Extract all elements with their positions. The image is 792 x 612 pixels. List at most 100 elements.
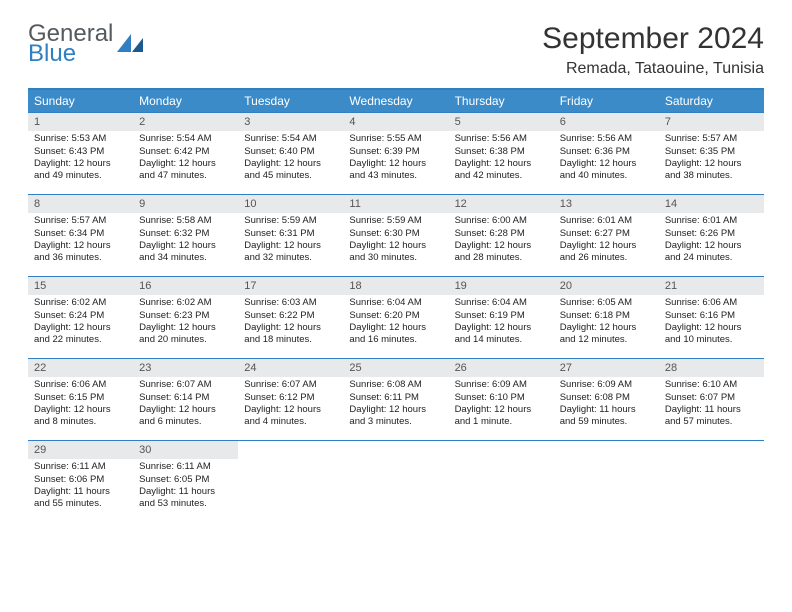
day-line: and 26 minutes. [560, 252, 653, 264]
day-line: Sunrise: 5:56 AM [560, 133, 653, 145]
day-number: 22 [28, 359, 133, 377]
day-line: Sunset: 6:34 PM [34, 228, 127, 240]
day-line: Sunset: 6:20 PM [349, 310, 442, 322]
day-cell: 28Sunrise: 6:10 AMSunset: 6:07 PMDayligh… [659, 358, 764, 440]
day-info: Sunrise: 6:08 AMSunset: 6:11 PMDaylight:… [343, 377, 448, 434]
day-line: Sunset: 6:43 PM [34, 146, 127, 158]
day-line: Daylight: 12 hours [139, 322, 232, 334]
day-cell: 12Sunrise: 6:00 AMSunset: 6:28 PMDayligh… [449, 194, 554, 276]
day-line: Sunrise: 6:02 AM [34, 297, 127, 309]
day-line: Sunrise: 5:58 AM [139, 215, 232, 227]
day-line: Sunset: 6:18 PM [560, 310, 653, 322]
day-line: and 22 minutes. [34, 334, 127, 346]
day-line: Sunset: 6:35 PM [665, 146, 758, 158]
day-number: 6 [554, 113, 659, 131]
day-line: Daylight: 12 hours [349, 158, 442, 170]
day-line: Sunrise: 6:01 AM [560, 215, 653, 227]
dow-header: Sunday [28, 90, 133, 112]
day-info: Sunrise: 5:57 AMSunset: 6:35 PMDaylight:… [659, 131, 764, 188]
day-line: Daylight: 12 hours [34, 404, 127, 416]
day-line: Sunrise: 6:02 AM [139, 297, 232, 309]
day-line: Daylight: 12 hours [349, 240, 442, 252]
day-cell: 13 Sunrise: 6:01 AMSunset: 6:27 PMDayligh… [554, 194, 659, 276]
logo-text-block: General Blue [28, 22, 113, 66]
day-line: Sunrise: 6:05 AM [560, 297, 653, 309]
day-info: Sunrise: 6:11 AMSunset: 6:06 PMDaylight:… [28, 459, 133, 516]
day-line: and 40 minutes. [560, 170, 653, 182]
day-line: Daylight: 11 hours [139, 486, 232, 498]
day-info: Sunrise: 6:07 AMSunset: 6:14 PMDaylight:… [133, 377, 238, 434]
day-line: Sunset: 6:19 PM [455, 310, 548, 322]
day-info: Sunrise: 5:59 AMSunset: 6:30 PMDaylight:… [343, 213, 448, 270]
day-cell: 10Sunrise: 5:59 AMSunset: 6:31 PMDayligh… [238, 194, 343, 276]
day-cell: 16Sunrise: 6:02 AMSunset: 6:23 PMDayligh… [133, 276, 238, 358]
day-cell: 29Sunrise: 6:11 AMSunset: 6:06 PMDayligh… [28, 440, 133, 522]
day-info: Sunrise: 5:54 AMSunset: 6:42 PMDaylight:… [133, 131, 238, 188]
day-cell: 20Sunrise: 6:05 AMSunset: 6:18 PMDayligh… [554, 276, 659, 358]
day-line: Daylight: 12 hours [455, 322, 548, 334]
day-line: Sunset: 6:05 PM [139, 474, 232, 486]
day-line: Daylight: 12 hours [665, 158, 758, 170]
day-info: Sunrise: 6:06 AMSunset: 6:16 PMDaylight:… [659, 295, 764, 352]
day-number: 30 [133, 441, 238, 459]
day-cell: 3Sunrise: 5:54 AMSunset: 6:40 PMDaylight… [238, 112, 343, 194]
day-line: Sunset: 6:16 PM [665, 310, 758, 322]
day-line: Daylight: 12 hours [34, 322, 127, 334]
day-number: 7 [659, 113, 764, 131]
day-line: Sunrise: 5:57 AM [34, 215, 127, 227]
day-line: Sunrise: 5:53 AM [34, 133, 127, 145]
day-line: Daylight: 12 hours [665, 322, 758, 334]
day-info: Sunrise: 6:06 AMSunset: 6:15 PMDaylight:… [28, 377, 133, 434]
day-line: Daylight: 12 hours [139, 158, 232, 170]
day-line: Daylight: 12 hours [560, 240, 653, 252]
day-line: Daylight: 12 hours [34, 158, 127, 170]
day-number: 19 [449, 277, 554, 295]
day-line: Daylight: 12 hours [455, 240, 548, 252]
day-number: 4 [343, 113, 448, 131]
day-line: and 43 minutes. [349, 170, 442, 182]
day-line: and 45 minutes. [244, 170, 337, 182]
dow-header: Thursday [449, 90, 554, 112]
day-number: 13 [554, 195, 659, 213]
day-number: 23 [133, 359, 238, 377]
day-line: and 55 minutes. [34, 498, 127, 510]
day-line: and 32 minutes. [244, 252, 337, 264]
day-line: Sunrise: 6:10 AM [665, 379, 758, 391]
dow-header: Tuesday [238, 90, 343, 112]
day-line: Sunset: 6:27 PM [560, 228, 653, 240]
day-line: Sunrise: 6:09 AM [560, 379, 653, 391]
day-line: Sunrise: 6:04 AM [455, 297, 548, 309]
day-line: and 6 minutes. [139, 416, 232, 428]
day-line: and 30 minutes. [349, 252, 442, 264]
day-info: Sunrise: 6:05 AMSunset: 6:18 PMDaylight:… [554, 295, 659, 352]
day-cell: 18Sunrise: 6:04 AMSunset: 6:20 PMDayligh… [343, 276, 448, 358]
day-info: Sunrise: 5:55 AMSunset: 6:39 PMDaylight:… [343, 131, 448, 188]
day-line: Sunrise: 6:11 AM [139, 461, 232, 473]
day-line: Sunrise: 6:01 AM [665, 215, 758, 227]
day-number: 16 [133, 277, 238, 295]
day-line: Daylight: 12 hours [34, 240, 127, 252]
day-info: Sunrise: 5:54 AMSunset: 6:40 PMDaylight:… [238, 131, 343, 188]
day-line: Sunset: 6:42 PM [139, 146, 232, 158]
day-info: Sunrise: 6:02 AMSunset: 6:23 PMDaylight:… [133, 295, 238, 352]
day-number: 26 [449, 359, 554, 377]
day-line: Sunrise: 6:07 AM [244, 379, 337, 391]
day-line: Sunset: 6:14 PM [139, 392, 232, 404]
day-line: Sunrise: 6:06 AM [34, 379, 127, 391]
day-line: and 57 minutes. [665, 416, 758, 428]
day-cell: 21Sunrise: 6:06 AMSunset: 6:16 PMDayligh… [659, 276, 764, 358]
day-cell: 23Sunrise: 6:07 AMSunset: 6:14 PMDayligh… [133, 358, 238, 440]
day-line: and 36 minutes. [34, 252, 127, 264]
day-cell: 2Sunrise: 5:54 AMSunset: 6:42 PMDaylight… [133, 112, 238, 194]
day-number: 2 [133, 113, 238, 131]
day-cell: 30 Sunrise: 6:11 AMSunset: 6:05 PMDayligh… [133, 440, 238, 522]
day-line: Sunrise: 5:59 AM [349, 215, 442, 227]
day-info: Sunrise: 6:10 AMSunset: 6:07 PMDaylight:… [659, 377, 764, 434]
dow-header: Monday [133, 90, 238, 112]
day-line: and 28 minutes. [455, 252, 548, 264]
day-info: Sunrise: 6:04 AMSunset: 6:19 PMDaylight:… [449, 295, 554, 352]
day-line: and 47 minutes. [139, 170, 232, 182]
day-number: 27 [554, 359, 659, 377]
day-line: and 16 minutes. [349, 334, 442, 346]
day-line: Sunrise: 5:59 AM [244, 215, 337, 227]
